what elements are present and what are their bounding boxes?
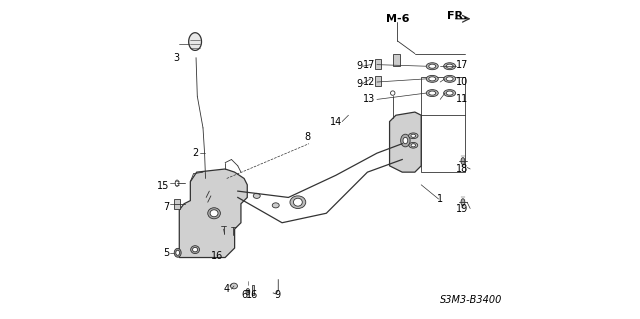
Polygon shape	[390, 112, 421, 172]
Ellipse shape	[230, 283, 237, 289]
Ellipse shape	[444, 63, 456, 70]
Ellipse shape	[293, 198, 302, 206]
Text: 9: 9	[356, 61, 363, 71]
Text: 17: 17	[456, 60, 468, 70]
Text: 19: 19	[456, 204, 468, 213]
Text: 11: 11	[456, 94, 468, 104]
Text: FR.: FR.	[447, 11, 468, 21]
Ellipse shape	[429, 64, 436, 68]
Text: 16: 16	[211, 251, 223, 261]
Text: 6: 6	[241, 291, 247, 300]
Bar	[374, 59, 381, 69]
Ellipse shape	[193, 248, 198, 252]
Ellipse shape	[401, 134, 410, 147]
Ellipse shape	[446, 77, 453, 81]
Text: 14: 14	[330, 116, 342, 127]
Bar	[394, 54, 401, 66]
Text: 8: 8	[304, 132, 310, 142]
Ellipse shape	[429, 77, 436, 81]
Ellipse shape	[174, 249, 181, 257]
Text: 17: 17	[363, 60, 375, 70]
Ellipse shape	[446, 91, 453, 95]
Ellipse shape	[444, 90, 456, 97]
Ellipse shape	[290, 196, 306, 209]
Ellipse shape	[408, 133, 418, 139]
Text: 7: 7	[164, 202, 170, 212]
Text: 5: 5	[164, 248, 170, 258]
Text: 15: 15	[157, 182, 170, 191]
Text: 4: 4	[224, 284, 230, 294]
Ellipse shape	[429, 91, 436, 95]
Text: 13: 13	[363, 94, 375, 104]
Ellipse shape	[210, 210, 218, 217]
Bar	[252, 285, 254, 294]
Ellipse shape	[461, 199, 465, 206]
Text: 2: 2	[192, 148, 198, 158]
Ellipse shape	[411, 134, 415, 137]
Text: M-6: M-6	[386, 14, 409, 24]
Ellipse shape	[247, 290, 249, 293]
Text: 12: 12	[363, 77, 375, 87]
Polygon shape	[189, 33, 202, 50]
Text: 18: 18	[456, 164, 468, 174]
Ellipse shape	[253, 193, 260, 198]
Ellipse shape	[176, 250, 180, 255]
Text: 10: 10	[456, 77, 468, 87]
Bar	[374, 76, 381, 86]
Text: 9: 9	[356, 78, 363, 89]
Ellipse shape	[272, 203, 279, 208]
Bar	[421, 77, 465, 172]
Ellipse shape	[446, 64, 453, 68]
Ellipse shape	[426, 90, 438, 97]
Text: 3: 3	[173, 53, 179, 63]
Text: 9: 9	[275, 291, 280, 300]
Ellipse shape	[208, 208, 220, 219]
Ellipse shape	[426, 63, 438, 70]
Ellipse shape	[409, 142, 418, 148]
Ellipse shape	[246, 288, 250, 295]
Ellipse shape	[403, 137, 408, 144]
Polygon shape	[179, 169, 247, 257]
Ellipse shape	[411, 144, 415, 147]
Ellipse shape	[191, 246, 200, 254]
Ellipse shape	[461, 158, 465, 165]
Text: 1: 1	[437, 194, 443, 204]
Text: S3M3-B3400: S3M3-B3400	[440, 295, 502, 305]
Ellipse shape	[426, 75, 438, 82]
Bar	[174, 199, 180, 209]
Ellipse shape	[444, 75, 456, 82]
Text: 16: 16	[246, 291, 258, 300]
